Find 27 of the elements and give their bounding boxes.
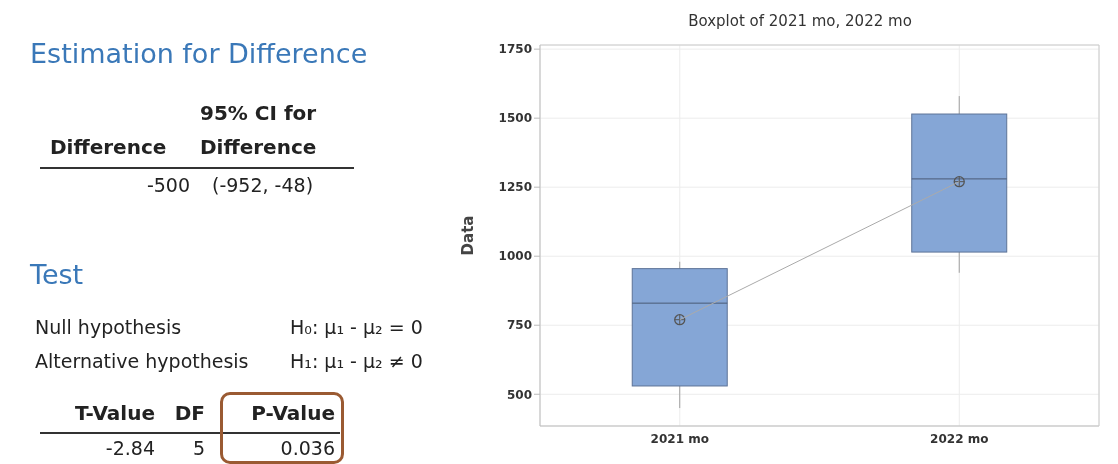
text: 5 xyxy=(191,437,205,459)
text: H₀: μ₁ - μ₂ = 0 xyxy=(290,316,423,338)
text: H₁: μ₁ - μ₂ ≠ 0 xyxy=(290,350,423,372)
y-tick-label: 500 xyxy=(506,387,532,402)
text: Test xyxy=(30,259,84,290)
y-tick-label: 1500 xyxy=(498,111,532,126)
y-axis-title: Data xyxy=(459,215,478,256)
y-tick-label: 1000 xyxy=(498,249,532,264)
text: Null hypothesis xyxy=(35,316,182,338)
y-tick-label: 750 xyxy=(506,318,532,333)
text: Difference xyxy=(200,135,317,159)
text: T-Value xyxy=(73,401,155,425)
chart-title: Boxplot of 2021 mo, 2022 mo xyxy=(687,11,913,32)
y-tick-label: 1750 xyxy=(498,42,532,57)
text: (-952, -48) xyxy=(212,174,314,196)
text: 0.036 xyxy=(279,437,335,459)
text: Difference xyxy=(50,135,167,159)
text: Estimation for Difference xyxy=(30,38,368,69)
x-tick-label: 2021 mo xyxy=(650,431,709,446)
text: -500 xyxy=(145,174,190,196)
text: P-Value xyxy=(250,401,335,425)
text: DF xyxy=(173,401,205,425)
text: Alternative hypothesis xyxy=(35,350,249,372)
x-tick-label: 2022 mo xyxy=(930,431,989,446)
text: -2.84 xyxy=(104,437,155,459)
text: 95% CI for xyxy=(200,101,317,125)
y-tick-label: 1250 xyxy=(498,180,532,195)
